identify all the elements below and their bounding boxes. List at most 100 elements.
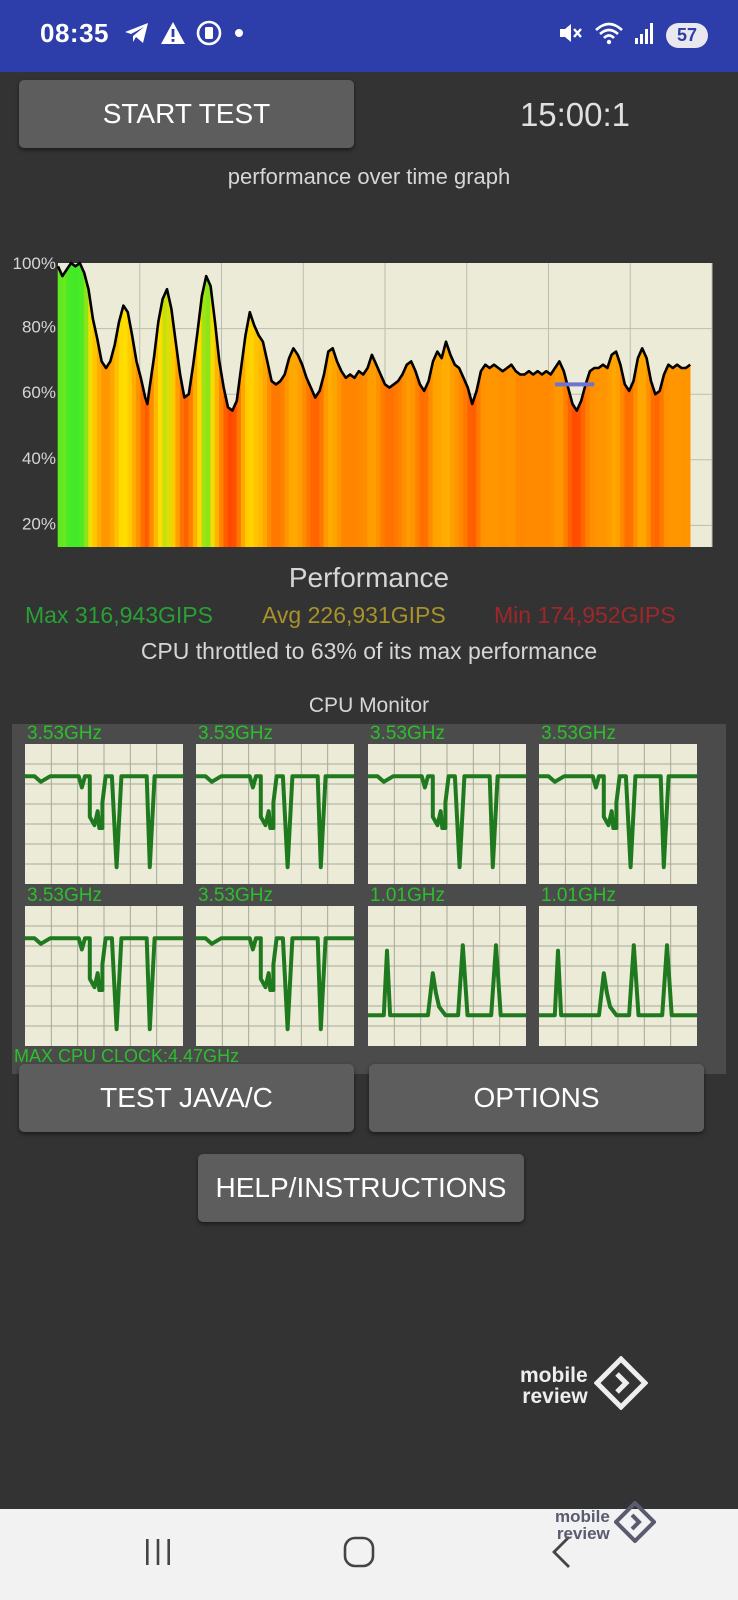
y-tick-label: 100%	[13, 254, 56, 273]
performance-bar	[567, 387, 573, 547]
performance-bar	[450, 354, 456, 547]
performance-bar	[79, 262, 85, 547]
core-frequency-line	[25, 936, 183, 1032]
performance-bar	[432, 351, 438, 547]
cpu-monitor-title: CPU Monitor	[308, 694, 430, 717]
performance-bar	[511, 363, 517, 547]
core-frequency-label: 3.53GHz	[27, 885, 102, 906]
home-button[interactable]	[329, 1531, 389, 1577]
wifi-icon	[594, 21, 624, 50]
performance-bar	[341, 370, 347, 547]
performance-bar	[147, 387, 150, 547]
performance-bar	[611, 350, 617, 547]
performance-bar	[672, 364, 678, 547]
performance-bar	[484, 364, 490, 547]
max-performance: Max 316,943GIPS	[25, 602, 213, 628]
graph-title: performance over time graph	[227, 164, 511, 189]
core-graph	[368, 744, 526, 884]
performance-bar	[489, 364, 495, 547]
performance-bar	[428, 361, 434, 547]
performance-bar	[380, 374, 386, 547]
back-button[interactable]	[532, 1531, 592, 1577]
performance-bar	[607, 354, 613, 547]
test-java-c-button[interactable]: TEST JAVA/C	[19, 1064, 354, 1132]
performance-bar	[397, 373, 403, 547]
performance-bar	[437, 350, 442, 547]
performance-bar	[328, 347, 333, 547]
performance-bar	[471, 390, 477, 547]
performance-bar	[88, 289, 94, 547]
recent-apps-button[interactable]	[128, 1531, 188, 1577]
status-right-icons: 57	[558, 20, 708, 50]
performance-bar	[454, 364, 460, 547]
y-tick-label: 60%	[22, 383, 56, 402]
performance-bar	[528, 370, 534, 547]
performance-bar	[463, 377, 469, 547]
performance-bar	[144, 397, 148, 547]
performance-bar	[258, 334, 264, 547]
watermark-logo: mobile review	[520, 1355, 649, 1415]
performance-bar	[389, 383, 395, 547]
performance-bar	[681, 367, 687, 547]
core-graph	[539, 906, 697, 1046]
performance-bar	[480, 363, 486, 547]
timer: 15:00:1	[519, 96, 631, 133]
diamond-logo-icon	[593, 1355, 649, 1415]
status-bar: 08:35 57	[0, 0, 738, 72]
performance-bar	[685, 364, 691, 547]
performance-bar	[354, 370, 360, 547]
performance-bar	[275, 380, 281, 547]
performance-bar	[110, 344, 115, 547]
performance-bar	[75, 262, 81, 547]
performance-bar	[70, 262, 76, 547]
performance-bar	[663, 364, 669, 547]
performance-bar	[519, 374, 525, 547]
telegram-icon	[124, 22, 150, 49]
performance-bar	[476, 371, 482, 547]
performance-bar	[576, 400, 582, 547]
cpu-monitor-panel: MAX CPU CLOCK:4.47GHz 3.53GHz 3.53GHz 3.53…	[12, 723, 726, 1074]
performance-bar	[532, 370, 538, 547]
performance-bar	[323, 351, 329, 547]
battery-level: 57	[666, 22, 708, 48]
performance-bar	[559, 361, 565, 547]
performance-bar	[118, 305, 124, 547]
performance-bar	[537, 370, 543, 547]
performance-line	[56, 261, 691, 412]
performance-bar	[157, 299, 163, 547]
avg-performance: Avg 226,931GIPS	[262, 602, 446, 628]
performance-bar	[375, 364, 381, 547]
help-instructions-button[interactable]: HELP/INSTRUCTIONS	[198, 1154, 524, 1222]
performance-bar	[445, 341, 451, 547]
core-frequency-line	[196, 936, 354, 1032]
performance-bar	[620, 364, 626, 547]
performance-bar	[301, 364, 307, 547]
core-frequency-label: 3.53GHz	[370, 723, 445, 744]
status-left-icons	[124, 20, 246, 50]
performance-bar	[641, 348, 647, 547]
performance-bar	[546, 370, 551, 547]
performance-bar	[668, 364, 674, 547]
performance-bar	[502, 367, 508, 547]
performance-bar	[441, 341, 447, 547]
performance-bar	[162, 289, 168, 547]
start-test-button[interactable]: START TEST	[19, 80, 354, 148]
performance-bar	[101, 360, 107, 547]
performance-bar	[506, 364, 512, 547]
performance-bar	[655, 390, 660, 547]
performance-bar	[288, 348, 294, 547]
back-icon	[549, 1535, 575, 1574]
performance-bar	[589, 367, 595, 547]
performance-bar	[633, 358, 639, 547]
performance-bar	[572, 403, 578, 547]
recent-apps-icon	[142, 1537, 174, 1572]
home-icon	[342, 1535, 376, 1574]
performance-bar	[184, 393, 190, 547]
y-tick-label: 20%	[22, 514, 56, 533]
performance-bar	[593, 367, 599, 547]
performance-bar	[676, 364, 682, 547]
core-frequency-label: 1.01GHz	[370, 885, 445, 906]
performance-bar	[96, 338, 102, 547]
options-button[interactable]: OPTIONS	[369, 1064, 704, 1132]
performance-bar	[123, 304, 129, 547]
